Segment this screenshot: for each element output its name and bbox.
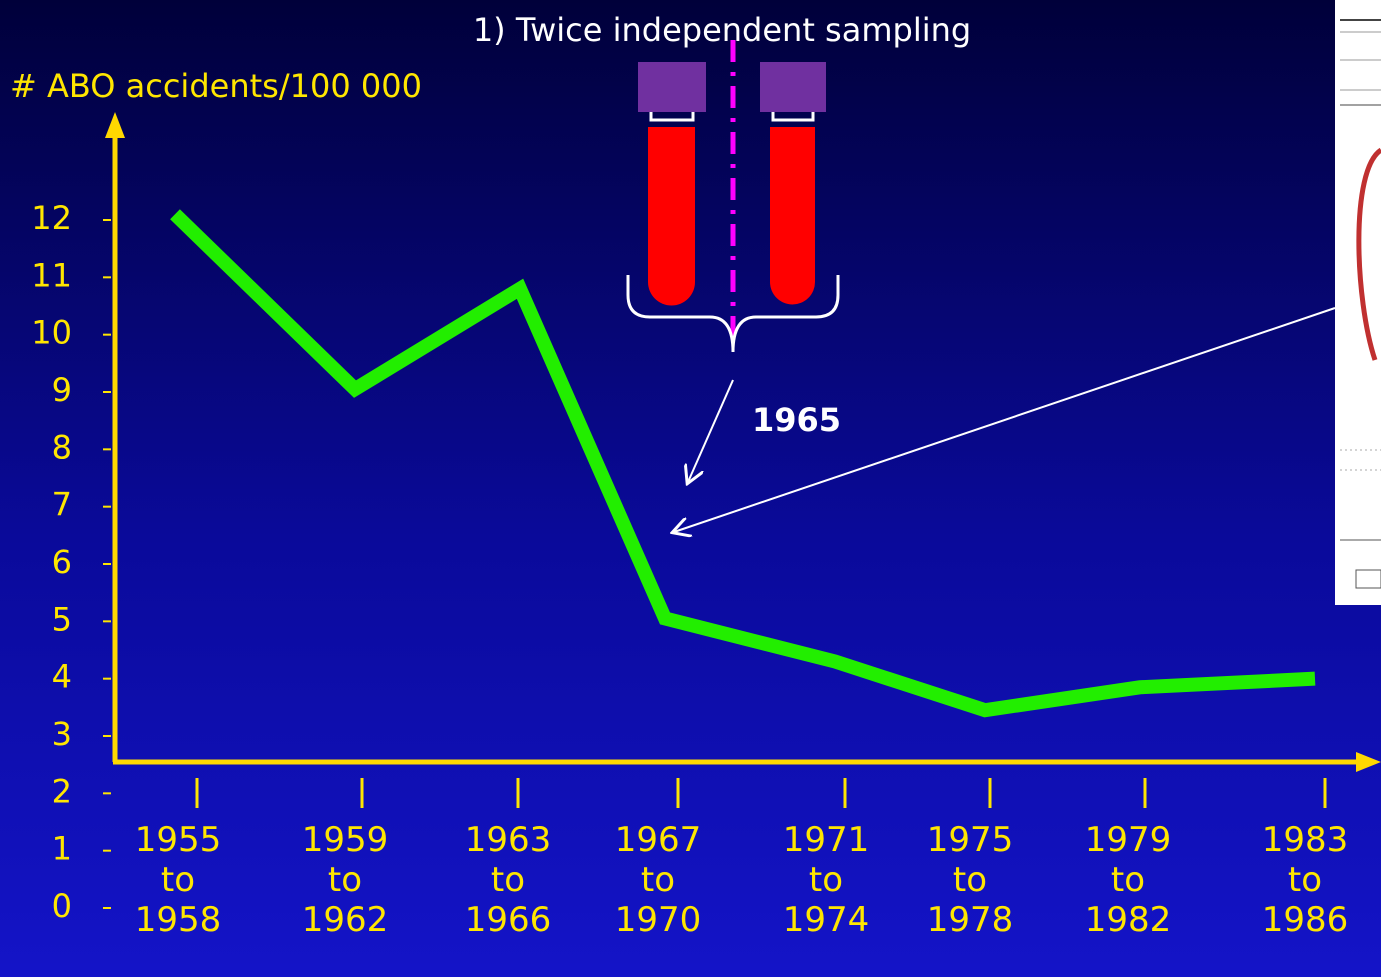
y-tick-label: 6 bbox=[52, 543, 72, 581]
y-tick-label: 9 bbox=[52, 371, 72, 409]
y-tick-label: 0 bbox=[52, 887, 72, 925]
x-tick-label: 1955 to 1958 bbox=[134, 820, 222, 940]
y-tick-label: 12 bbox=[31, 199, 72, 237]
y-tick-label: 1 bbox=[52, 830, 72, 868]
y-axis-label: # ABO accidents/100 000 bbox=[10, 67, 422, 105]
y-tick-label: 8 bbox=[52, 428, 72, 466]
x-tick-label: 1983 to 1986 bbox=[1261, 820, 1349, 940]
sample-tubes bbox=[626, 40, 840, 353]
x-tick-label: 1971 to 1974 bbox=[782, 820, 870, 940]
y-tick-label: 11 bbox=[31, 256, 72, 294]
annotation: 1965 bbox=[752, 401, 841, 439]
y-tick-label: 2 bbox=[52, 772, 72, 810]
arrow bbox=[688, 379, 734, 482]
y-tick-label: 3 bbox=[52, 715, 72, 753]
y-tick-label: 10 bbox=[31, 314, 72, 352]
y-tick-label: 5 bbox=[52, 600, 72, 638]
data-line bbox=[170, 209, 1316, 718]
y-tick-label: 7 bbox=[52, 486, 72, 524]
chart-title: 1) Twice independent sampling bbox=[473, 11, 971, 49]
x-tick-label: 1967 to 1970 bbox=[614, 820, 702, 940]
x-tick-label: 1975 to 1978 bbox=[926, 820, 1014, 940]
axes bbox=[105, 112, 1381, 772]
x-tick-label: 1979 to 1982 bbox=[1084, 820, 1172, 940]
x-tick-label: 1963 to 1966 bbox=[464, 820, 552, 940]
form-image bbox=[1335, 0, 1381, 605]
y-tick-label: 4 bbox=[52, 658, 72, 696]
x-tick-label: 1959 to 1962 bbox=[301, 820, 389, 940]
arrow bbox=[674, 307, 1336, 532]
